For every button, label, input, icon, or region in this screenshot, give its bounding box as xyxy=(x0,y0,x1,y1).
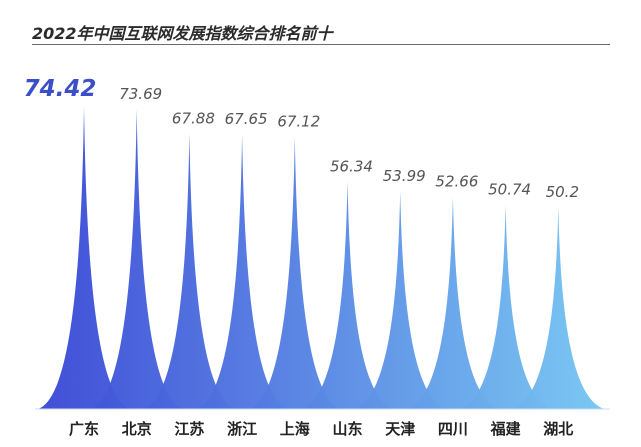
value-label: 67.12 xyxy=(277,112,320,130)
value-label: 53.99 xyxy=(383,167,426,185)
category-label: 北京 xyxy=(122,420,152,438)
spike-浙江 xyxy=(196,134,289,409)
value-label: 50.74 xyxy=(488,181,531,199)
category-label: 天津 xyxy=(385,420,415,438)
category-label: 山东 xyxy=(332,420,362,438)
spike-湖北 xyxy=(512,207,605,409)
spike-天津 xyxy=(354,191,447,409)
category-label: 浙江 xyxy=(227,420,257,438)
spike-江苏 xyxy=(143,133,236,409)
spike-北京 xyxy=(90,109,183,409)
value-labels: 74.42 73.69 67.88 67.65 67.12 56.34 53.99 52.66… xyxy=(24,76,579,201)
value-label: 67.65 xyxy=(225,110,268,128)
category-label: 湖北 xyxy=(543,420,573,438)
category-label: 四川 xyxy=(438,420,468,438)
value-label: 52.66 xyxy=(435,173,478,191)
spike-marks xyxy=(38,106,605,410)
title-divider xyxy=(32,44,610,45)
value-label: 50.2 xyxy=(546,183,579,201)
spike-上海 xyxy=(248,136,341,410)
value-label: 56.34 xyxy=(330,157,373,175)
category-label: 福建 xyxy=(490,420,522,438)
category-label: 江苏 xyxy=(174,420,204,438)
spike-福建 xyxy=(459,204,552,409)
value-label: 67.88 xyxy=(172,109,215,127)
value-label: 74.42 xyxy=(24,76,97,102)
category-labels: 广东 北京 江苏 浙江 上海 山东 天津 四川 福建 湖北 xyxy=(69,420,573,438)
spike-广东 xyxy=(38,106,130,409)
spike-山东 xyxy=(301,181,394,409)
spike-四川 xyxy=(406,196,499,409)
category-label: 广东 xyxy=(69,420,99,438)
category-label: 上海 xyxy=(280,420,310,438)
chart-title: 2022年中国互联网发展指数综合排名前十 xyxy=(32,24,333,43)
value-label: 73.69 xyxy=(119,85,162,103)
